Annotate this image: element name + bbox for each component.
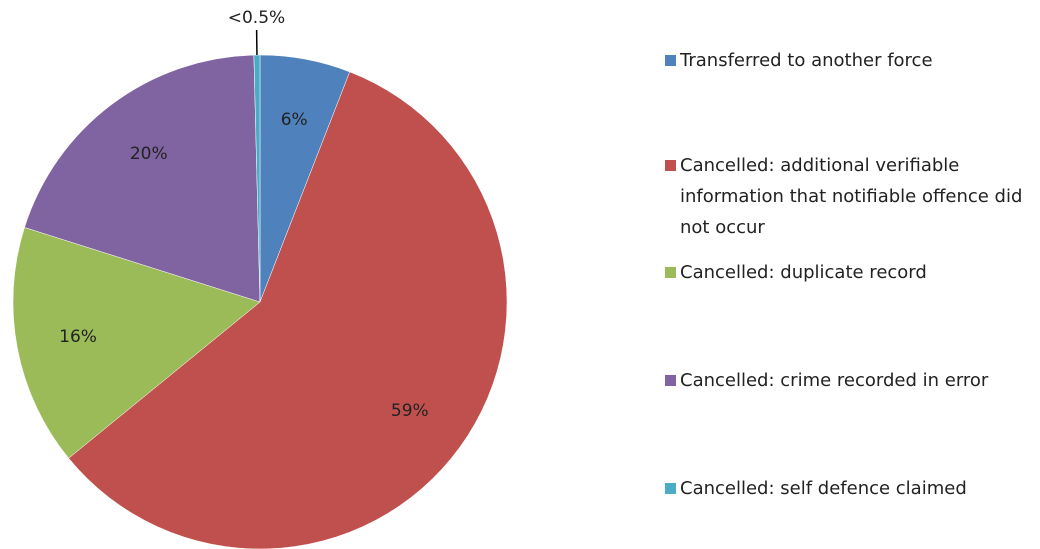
legend-label: Cancelled: self defence claimed (680, 478, 967, 499)
legend-label: Cancelled: duplicate record (680, 262, 927, 283)
pie-slice (12, 227, 261, 459)
legend-label: Cancelled: crime recorded in error (680, 370, 989, 391)
legend-entry: Transferred to another force (665, 45, 1035, 76)
legend-entry: Cancelled: additional verifiable informa… (665, 150, 1035, 243)
legend-swatch (665, 160, 676, 171)
legend-entry: Cancelled: duplicate record (665, 257, 1035, 288)
legend-label: Cancelled: additional verifiable informa… (680, 155, 1023, 238)
pie-slice (24, 54, 261, 303)
data-label: 59% (391, 401, 429, 421)
legend-swatch (665, 267, 676, 278)
legend-swatch (665, 375, 676, 386)
data-label: 20% (130, 144, 168, 164)
pie-slice (253, 54, 261, 303)
data-label: 16% (59, 327, 97, 347)
legend-entry: Cancelled: crime recorded in error (665, 365, 1035, 396)
legend-swatch (665, 483, 676, 494)
pie-slice (68, 71, 508, 549)
legend-swatch (665, 55, 676, 66)
legend-label: Transferred to another force (680, 50, 933, 71)
data-label: 6% (281, 110, 308, 130)
legend-entry: Cancelled: self defence claimed (665, 473, 1035, 504)
data-label: <0.5% (228, 8, 285, 28)
